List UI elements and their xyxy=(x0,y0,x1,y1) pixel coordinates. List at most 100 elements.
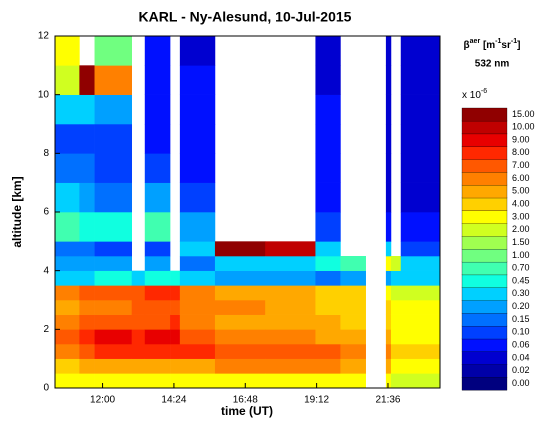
heatmap-cell xyxy=(265,285,316,301)
heatmap-cell xyxy=(315,300,341,315)
heatmap-cell xyxy=(170,314,181,330)
heatmap-cell xyxy=(214,241,266,257)
heatmap-cell xyxy=(170,358,181,374)
heatmap-cell xyxy=(400,241,441,257)
heatmap-cell xyxy=(400,65,441,95)
heatmap-cell xyxy=(315,314,341,330)
heatmap-cell xyxy=(315,124,341,154)
heatmap-cell xyxy=(55,344,80,359)
colorbar-swatch xyxy=(461,300,508,314)
x-tick-label: 16:48 xyxy=(233,395,258,406)
heatmap-cell xyxy=(385,212,392,242)
heatmap-cell xyxy=(390,329,402,345)
heatmap-cell xyxy=(144,153,171,183)
heatmap-cell xyxy=(385,182,392,213)
colorbar-label: 0.20 xyxy=(512,301,530,311)
heatmap-cell xyxy=(385,65,392,95)
heatmap-cell xyxy=(179,241,216,257)
heatmap-cell xyxy=(55,36,80,66)
heatmap-cell xyxy=(94,124,133,154)
heatmap-cell xyxy=(55,373,80,389)
heatmap-cell xyxy=(94,36,133,66)
heatmap-cell xyxy=(315,153,341,183)
heatmap-cell xyxy=(340,373,366,389)
heatmap-cell xyxy=(214,300,266,315)
heatmap-cell xyxy=(400,212,441,242)
heatmap-cell xyxy=(79,314,95,330)
heatmap-cell xyxy=(55,329,80,345)
heatmap-cell xyxy=(400,300,441,315)
heatmap-cell xyxy=(340,256,366,271)
heatmap-cell xyxy=(179,94,216,125)
x-tick-label: 21:36 xyxy=(375,395,400,406)
colorbar-swatch xyxy=(461,325,508,340)
heatmap-cell xyxy=(214,329,266,345)
heatmap-cell xyxy=(390,373,402,389)
heatmap-cell xyxy=(79,241,95,257)
heatmap-cell xyxy=(400,314,441,330)
colorbar-swatch xyxy=(461,159,508,173)
colorbar-label: 2.00 xyxy=(512,224,530,234)
heatmap-cell xyxy=(315,36,341,66)
heatmap-cell xyxy=(55,358,80,374)
heatmap-cell xyxy=(55,65,80,95)
heatmap-cell xyxy=(131,358,146,374)
heatmap-cell xyxy=(214,373,266,389)
heatmap-cell xyxy=(79,212,95,242)
heatmap-cell xyxy=(214,256,266,271)
colorbar-label: 0.15 xyxy=(512,314,530,324)
colorbar-swatch xyxy=(461,261,508,276)
heatmap-cell xyxy=(179,358,216,374)
x-tick-label: 14:24 xyxy=(161,395,186,406)
heatmap-cell xyxy=(214,270,266,286)
heatmap-cell xyxy=(79,373,95,389)
heatmap-cell xyxy=(400,124,441,154)
heatmap-cell xyxy=(340,314,366,330)
heatmap-cell xyxy=(79,256,95,271)
colorbar-label: 0.02 xyxy=(512,365,530,375)
colorbar-multiplier: x 10-6 xyxy=(462,88,487,100)
colorbar-label: 0.06 xyxy=(512,340,530,350)
heatmap-cell xyxy=(144,314,171,330)
heatmap-cell xyxy=(340,358,366,374)
heatmap-cell xyxy=(315,329,341,345)
text-part: sr xyxy=(501,40,511,51)
heatmap-cell xyxy=(385,241,392,257)
heatmap-cell xyxy=(385,329,392,345)
heatmap-cell xyxy=(390,256,402,271)
heatmap-cell xyxy=(144,329,171,345)
colorbar-label: 9.00 xyxy=(512,134,530,144)
colorbar-swatch xyxy=(461,184,508,199)
heatmap-cell xyxy=(214,285,266,301)
heatmap-cell xyxy=(94,329,133,345)
text-part: x 10 xyxy=(462,90,481,101)
heatmap-cell xyxy=(340,270,366,286)
heatmap-cell xyxy=(179,124,216,154)
colorbar-swatch xyxy=(461,248,508,263)
heatmap-cell xyxy=(385,344,392,359)
y-tick-label: 6 xyxy=(43,207,49,218)
heatmap-cell xyxy=(385,270,392,286)
y-tick-label: 0 xyxy=(43,383,49,394)
y-tick-label: 4 xyxy=(43,265,49,276)
colorbar-label: 0.30 xyxy=(512,288,530,298)
colorbar-label: 7.00 xyxy=(512,160,530,170)
heatmap-cell xyxy=(315,241,341,257)
heatmap-cell xyxy=(144,94,171,125)
heatmap-cell xyxy=(94,270,133,286)
heatmap-cell xyxy=(390,300,402,315)
colorbar-label: 0.70 xyxy=(512,263,530,273)
heatmap-cell xyxy=(94,65,133,95)
heatmap-cell xyxy=(55,285,80,301)
heatmap-cell xyxy=(179,270,216,286)
text-part: -6 xyxy=(481,88,487,95)
heatmap-cell xyxy=(315,373,341,389)
heatmap-cell xyxy=(265,256,316,271)
heatmap-cell xyxy=(400,373,441,389)
heatmap-cell xyxy=(179,285,216,301)
heatmap-cell xyxy=(315,270,341,286)
heatmap-cell xyxy=(144,300,171,315)
y-tick-label: 12 xyxy=(38,31,50,42)
text-part: ] xyxy=(517,40,520,51)
heatmap-cell xyxy=(55,124,80,154)
